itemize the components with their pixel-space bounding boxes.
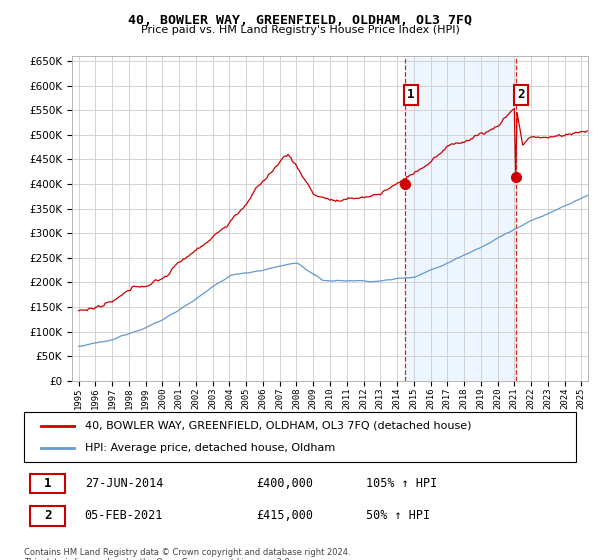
Text: Price paid vs. HM Land Registry's House Price Index (HPI): Price paid vs. HM Land Registry's House …	[140, 25, 460, 35]
Text: 40, BOWLER WAY, GREENFIELD, OLDHAM, OL3 7FQ: 40, BOWLER WAY, GREENFIELD, OLDHAM, OL3 …	[128, 14, 472, 27]
Text: 27-JUN-2014: 27-JUN-2014	[85, 477, 163, 490]
Text: 1: 1	[407, 88, 415, 101]
FancyBboxPatch shape	[29, 474, 65, 493]
Text: 50% ↑ HPI: 50% ↑ HPI	[366, 510, 430, 522]
Text: 05-FEB-2021: 05-FEB-2021	[85, 510, 163, 522]
Bar	[406, 56, 515, 381]
Text: Contains HM Land Registry data © Crown copyright and database right 2024.
This d: Contains HM Land Registry data © Crown c…	[24, 548, 350, 560]
Text: 2: 2	[517, 88, 525, 101]
Text: £415,000: £415,000	[256, 510, 313, 522]
Text: 2: 2	[44, 510, 52, 522]
Text: 105% ↑ HPI: 105% ↑ HPI	[366, 477, 437, 490]
Text: 1: 1	[44, 477, 52, 490]
Text: 40, BOWLER WAY, GREENFIELD, OLDHAM, OL3 7FQ (detached house): 40, BOWLER WAY, GREENFIELD, OLDHAM, OL3 …	[85, 421, 471, 431]
FancyBboxPatch shape	[24, 412, 576, 462]
Text: £400,000: £400,000	[256, 477, 313, 490]
Text: HPI: Average price, detached house, Oldham: HPI: Average price, detached house, Oldh…	[85, 443, 335, 453]
FancyBboxPatch shape	[29, 506, 65, 525]
